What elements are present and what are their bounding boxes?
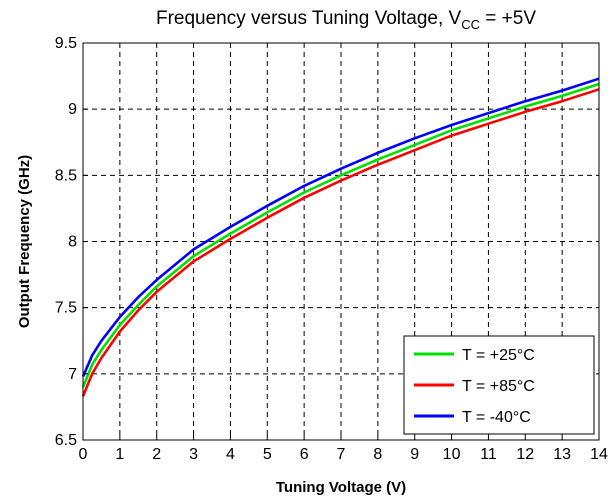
x-tick-label: 14 — [590, 446, 608, 463]
chart-title: Frequency versus Tuning Voltage, VCC = +… — [156, 8, 536, 32]
x-tick-label: 7 — [337, 446, 346, 463]
y-tick-label: 9.5 — [55, 35, 77, 52]
legend-entry: T = -40°C — [462, 409, 531, 426]
y-tick-label: 7 — [68, 366, 77, 383]
y-tick-labels: 6.5 7 7.5 8 8.5 9 9.5 — [55, 35, 88, 449]
series-line-2 — [81, 77, 600, 378]
y-axis-label: Output Frequency (GHz) — [16, 155, 33, 328]
series-line-1 — [81, 88, 600, 397]
series-lines — [81, 77, 600, 397]
x-tick-label: 4 — [226, 446, 235, 463]
y-tick-label: 8.5 — [55, 167, 77, 184]
series-line-0 — [81, 82, 600, 388]
x-tick-label: 1 — [115, 446, 124, 463]
y-tick-label: 9 — [68, 101, 77, 118]
x-tick-label: 13 — [553, 446, 571, 463]
x-tick-label: 11 — [480, 446, 497, 463]
x-tick-label: 8 — [373, 446, 382, 463]
x-tick-label: 0 — [79, 446, 88, 463]
x-tick-label: 6 — [300, 446, 309, 463]
chart-title-subscript: CC — [461, 17, 480, 32]
x-tick-label: 3 — [189, 446, 198, 463]
legend-entry: T = +25°C — [462, 347, 535, 364]
x-axis-label: Tuning Voltage (V) — [276, 479, 406, 496]
legend-entry: T = +85°C — [462, 378, 535, 395]
y-tick-label: 7.5 — [55, 300, 77, 317]
x-tick-label: 5 — [263, 446, 272, 463]
chart-title-suffix: = +5V — [480, 8, 536, 29]
y-tick-label: 6.5 — [55, 432, 77, 449]
x-tick-label: 10 — [443, 446, 461, 463]
legend: T = +25°C T = +85°C T = -40°C — [403, 335, 595, 435]
chart-title-main: Frequency versus Tuning Voltage, V — [156, 8, 462, 29]
x-tick-label: 9 — [410, 446, 419, 463]
grid-lines — [83, 43, 599, 440]
x-tick-label: 2 — [152, 446, 161, 463]
y-tick-label: 8 — [68, 234, 77, 251]
x-tick-label: 12 — [516, 446, 534, 463]
x-tick-labels: 0 1 2 3 4 5 6 7 8 9 10 11 12 13 14 — [79, 435, 608, 463]
